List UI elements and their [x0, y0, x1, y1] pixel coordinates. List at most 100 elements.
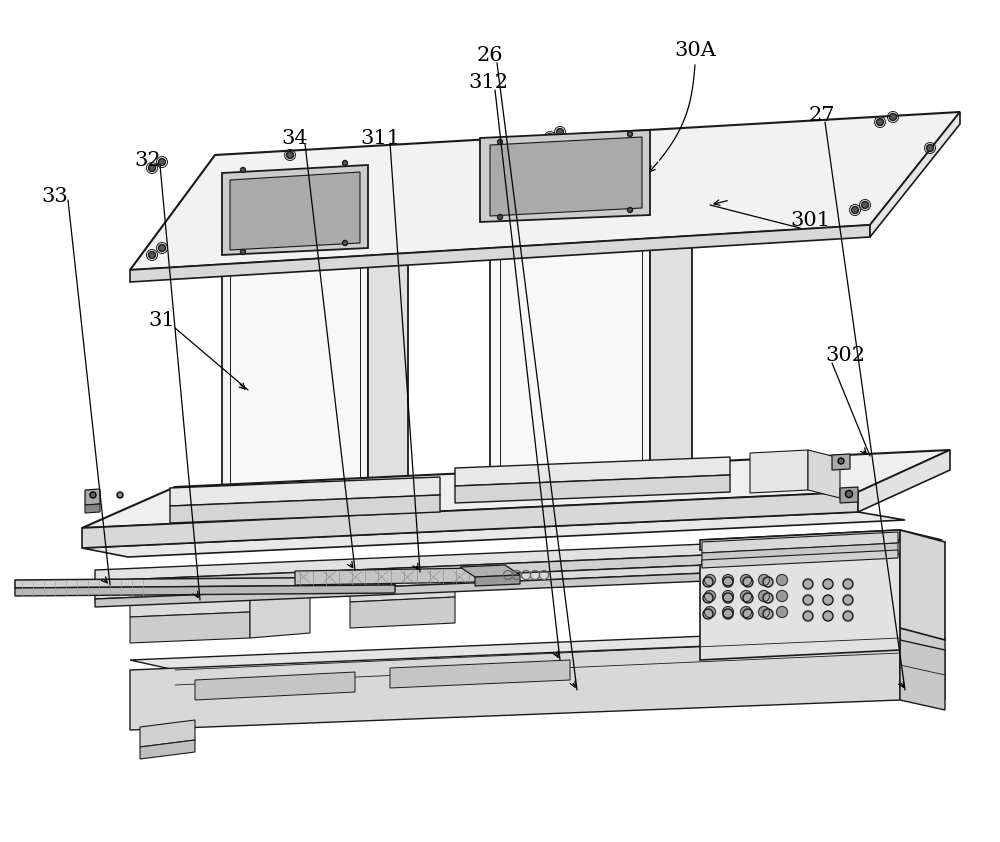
Polygon shape [480, 130, 650, 222]
Circle shape [704, 606, 716, 617]
Polygon shape [700, 554, 900, 660]
Circle shape [890, 114, 896, 120]
Polygon shape [130, 628, 945, 670]
Polygon shape [368, 248, 408, 498]
Circle shape [846, 491, 852, 498]
Circle shape [498, 215, 503, 220]
Circle shape [703, 593, 713, 603]
Polygon shape [95, 572, 730, 607]
Polygon shape [900, 640, 945, 710]
Polygon shape [170, 495, 440, 523]
Circle shape [556, 129, 564, 136]
Circle shape [628, 131, 633, 136]
Circle shape [803, 579, 813, 589]
Circle shape [740, 606, 752, 617]
Circle shape [763, 593, 773, 603]
Circle shape [628, 207, 633, 212]
Circle shape [740, 590, 752, 601]
Circle shape [704, 590, 716, 601]
Circle shape [743, 609, 753, 619]
Polygon shape [455, 475, 730, 503]
Circle shape [776, 590, 788, 601]
Polygon shape [350, 585, 455, 602]
Polygon shape [390, 660, 570, 688]
Polygon shape [130, 600, 250, 617]
Circle shape [498, 140, 503, 145]
Polygon shape [808, 450, 840, 498]
Polygon shape [840, 487, 858, 503]
Text: 34: 34 [282, 129, 308, 147]
Circle shape [546, 134, 554, 141]
Polygon shape [140, 720, 195, 747]
Circle shape [343, 241, 348, 246]
Polygon shape [702, 550, 898, 568]
Circle shape [149, 252, 156, 258]
Circle shape [703, 609, 713, 619]
Polygon shape [15, 577, 395, 588]
Circle shape [763, 609, 773, 619]
Text: 312: 312 [468, 72, 508, 92]
Circle shape [797, 465, 803, 471]
Circle shape [763, 577, 773, 587]
Circle shape [743, 577, 753, 587]
Polygon shape [130, 612, 250, 643]
Circle shape [722, 606, 734, 617]
Polygon shape [15, 585, 395, 596]
Polygon shape [222, 248, 368, 492]
Text: 27: 27 [809, 105, 835, 125]
Circle shape [722, 590, 734, 601]
Polygon shape [85, 489, 100, 505]
Polygon shape [900, 628, 945, 700]
Circle shape [703, 577, 713, 587]
Circle shape [287, 152, 294, 158]
Circle shape [343, 161, 348, 166]
Polygon shape [858, 450, 950, 512]
Circle shape [776, 574, 788, 585]
Polygon shape [475, 575, 520, 586]
Polygon shape [170, 477, 440, 506]
Polygon shape [870, 112, 960, 237]
Circle shape [843, 595, 853, 605]
Text: 302: 302 [825, 345, 865, 365]
Polygon shape [350, 597, 455, 628]
Polygon shape [230, 172, 360, 250]
Circle shape [803, 595, 813, 605]
Circle shape [852, 206, 858, 214]
Circle shape [117, 492, 123, 498]
Text: 33: 33 [42, 186, 68, 205]
Polygon shape [95, 554, 730, 591]
Polygon shape [85, 504, 100, 513]
Polygon shape [650, 215, 692, 500]
Polygon shape [900, 530, 945, 640]
Polygon shape [832, 454, 850, 470]
Circle shape [159, 244, 166, 252]
Circle shape [241, 168, 246, 173]
Circle shape [723, 577, 733, 587]
Polygon shape [490, 215, 650, 493]
Polygon shape [82, 512, 905, 557]
Circle shape [241, 249, 246, 254]
Circle shape [843, 611, 853, 621]
Circle shape [926, 145, 934, 152]
Text: 30A: 30A [674, 40, 716, 60]
Polygon shape [82, 450, 950, 528]
Polygon shape [455, 457, 730, 486]
Circle shape [759, 590, 770, 601]
Circle shape [843, 579, 853, 589]
Circle shape [572, 196, 578, 204]
Text: 32: 32 [135, 151, 161, 169]
Polygon shape [700, 530, 900, 550]
Circle shape [722, 574, 734, 585]
Polygon shape [490, 137, 642, 216]
Circle shape [823, 611, 833, 621]
Circle shape [149, 164, 156, 172]
Polygon shape [460, 565, 520, 577]
Text: 301: 301 [790, 210, 830, 230]
Polygon shape [95, 564, 730, 599]
Polygon shape [222, 165, 368, 255]
Polygon shape [130, 112, 960, 270]
Polygon shape [700, 530, 942, 550]
Text: 26: 26 [477, 45, 503, 65]
Circle shape [704, 574, 716, 585]
Polygon shape [82, 492, 858, 548]
